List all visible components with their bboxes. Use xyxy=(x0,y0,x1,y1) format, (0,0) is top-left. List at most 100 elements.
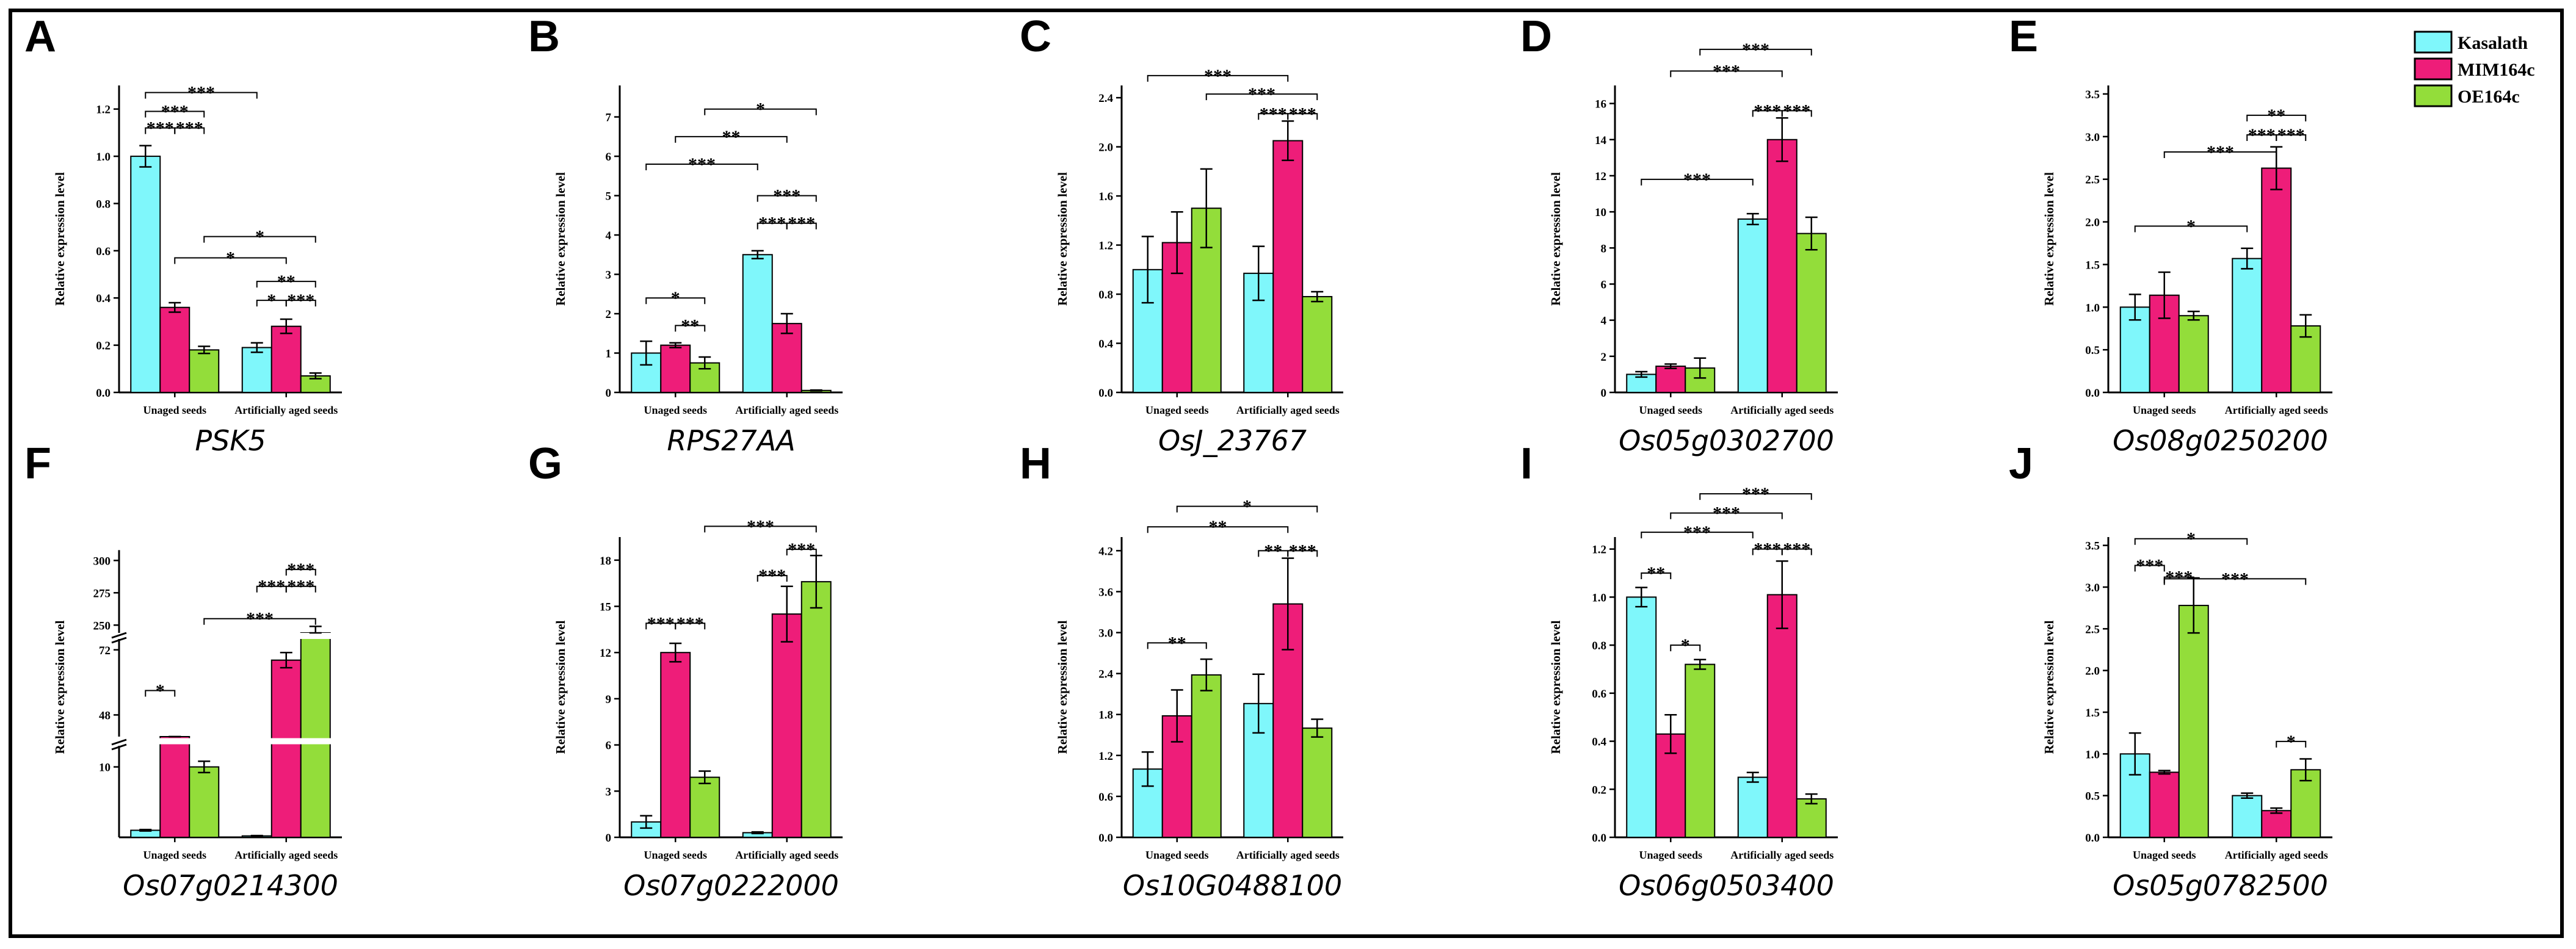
significance-bracket xyxy=(1670,70,1783,78)
panel-letter: J xyxy=(2009,439,2033,488)
panel-f: F Relative expression level 10 48 72 250 275 30… xyxy=(24,439,342,902)
significance-bracket xyxy=(1670,644,1701,652)
x-category-label: Artificially aged seeds xyxy=(1730,849,1834,861)
significance-label: *** xyxy=(2277,125,2305,145)
y-tick-label: 0.0 xyxy=(1098,387,1113,400)
significance-label: *** xyxy=(287,560,314,580)
y-tick-label: 2 xyxy=(1601,351,1607,364)
significance-label: *** xyxy=(1783,539,1810,560)
x-category-label: Artificially aged seeds xyxy=(1730,404,1834,416)
panel-letter: G xyxy=(528,439,562,488)
significance-label: * xyxy=(267,290,276,311)
significance-label: * xyxy=(255,227,264,247)
significance-label: *** xyxy=(161,102,189,122)
y-tick-label: 1.5 xyxy=(2085,259,2100,272)
significance-bracket xyxy=(645,297,706,305)
gene-name: Os05g0302700 xyxy=(1619,424,1834,457)
y-tick-label: 1.2 xyxy=(1098,240,1113,253)
significance-label: *** xyxy=(677,613,704,633)
significance-label: *** xyxy=(1742,40,1769,60)
bar-kasalath xyxy=(1626,596,1657,839)
bar-break-gap xyxy=(159,738,191,745)
x-category-label: Artificially aged seeds xyxy=(735,849,838,861)
significance-bracket xyxy=(2163,151,2277,158)
significance-label: *** xyxy=(176,118,203,139)
y-axis-label: Relative expression level xyxy=(53,620,67,754)
bar-mim164c xyxy=(1766,139,1798,393)
bar-oe164c xyxy=(189,766,220,838)
significance-bracket xyxy=(285,569,316,576)
y-tick-label: 4.2 xyxy=(1098,545,1113,558)
bar-kasalath xyxy=(130,156,161,393)
y-tick-label: 2.5 xyxy=(2085,623,2100,636)
bar-mim164c xyxy=(1766,594,1798,838)
significance-label: * xyxy=(1243,497,1252,517)
significance-label: *** xyxy=(788,539,815,560)
panel-d: D Relative expression level 0 2 4 6 8 10 12 14 16 U… xyxy=(1520,12,1838,457)
legend-label-mim164c: MIM164c xyxy=(2458,60,2535,80)
significance-label: *** xyxy=(1260,104,1287,124)
y-tick-label: 7 xyxy=(606,112,612,124)
significance-label: *** xyxy=(1754,539,1781,560)
significance-label: ** xyxy=(1168,633,1186,653)
axis-break-mark xyxy=(111,738,127,746)
significance-bracket xyxy=(786,222,817,229)
significance-label: * xyxy=(226,248,235,268)
bar-break-gap xyxy=(270,738,302,745)
x-category-label: Unaged seeds xyxy=(143,849,206,861)
significance-bracket xyxy=(203,236,316,243)
y-tick-label: 0.0 xyxy=(96,387,111,400)
y-tick-label: 0.6 xyxy=(96,245,111,258)
y-tick-label: 1.0 xyxy=(2085,301,2100,314)
bar-oe164c xyxy=(189,349,220,393)
x-category-label: Artificially aged seeds xyxy=(2225,404,2328,416)
significance-bracket xyxy=(1781,548,1812,555)
significance-bracket xyxy=(756,195,817,202)
x-category-label: Artificially aged seeds xyxy=(234,849,338,861)
significance-label: *** xyxy=(2136,555,2163,576)
legend-label-oe164c: OE164c xyxy=(2458,87,2520,107)
panel-j: J Relative expression level 0.0 0.5 1.0 1.5 2.… xyxy=(2009,439,2332,902)
y-tick-label: 3.5 xyxy=(2085,540,2100,553)
bar-break-gap xyxy=(299,738,332,745)
significance-label: * xyxy=(2186,217,2196,237)
significance-label: *** xyxy=(1248,84,1275,104)
gene-name: OsJ_23767 xyxy=(1158,424,1307,457)
significance-label: *** xyxy=(1683,522,1711,543)
bar-oe164c xyxy=(1685,663,1716,839)
significance-label: *** xyxy=(147,118,174,139)
significance-label: *** xyxy=(1783,101,1810,121)
significance-label: * xyxy=(1681,635,1690,655)
y-tick-label: 3.6 xyxy=(1098,586,1113,599)
significance-label: ** xyxy=(1264,541,1282,561)
y-tick-label: 0.2 xyxy=(96,340,111,353)
axis-break-mark xyxy=(111,637,127,644)
x-category-label: Unaged seeds xyxy=(143,404,206,416)
significance-bracket xyxy=(645,163,758,170)
legend: Kasalath MIM164c OE164c xyxy=(2414,31,2535,107)
y-tick-label: 275 xyxy=(93,587,111,600)
y-tick-label: 0.8 xyxy=(1592,640,1606,652)
bar-mim164c xyxy=(660,344,691,393)
y-axis-label: Relative expression level xyxy=(1548,172,1563,306)
y-tick-label: 0.0 xyxy=(2085,387,2100,400)
y-tick-label: 1.5 xyxy=(2085,707,2100,720)
y-tick-label: 9 xyxy=(606,693,612,706)
y-tick-label: 5 xyxy=(606,190,612,203)
legend-swatch-kasalath xyxy=(2414,31,2453,54)
y-tick-label: 6 xyxy=(1601,278,1607,291)
panel-letter: C xyxy=(1020,12,1051,61)
y-tick-label: 4 xyxy=(1601,315,1607,328)
significance-label: * xyxy=(2287,732,2296,752)
y-tick-label: 0 xyxy=(606,832,612,845)
y-tick-label: 10 xyxy=(1595,206,1606,219)
significance-label: *** xyxy=(2248,125,2276,145)
y-tick-label: 0.0 xyxy=(1098,832,1113,845)
bar-mim164c xyxy=(2149,771,2180,839)
y-tick-label: 250 xyxy=(93,619,111,632)
bar-mim164c xyxy=(660,652,691,838)
bar-oe164c xyxy=(1191,674,1222,838)
y-tick-label: 2.4 xyxy=(1098,92,1113,105)
y-tick-label: 0.4 xyxy=(1592,736,1606,749)
gene-name: RPS27AA xyxy=(667,424,795,457)
